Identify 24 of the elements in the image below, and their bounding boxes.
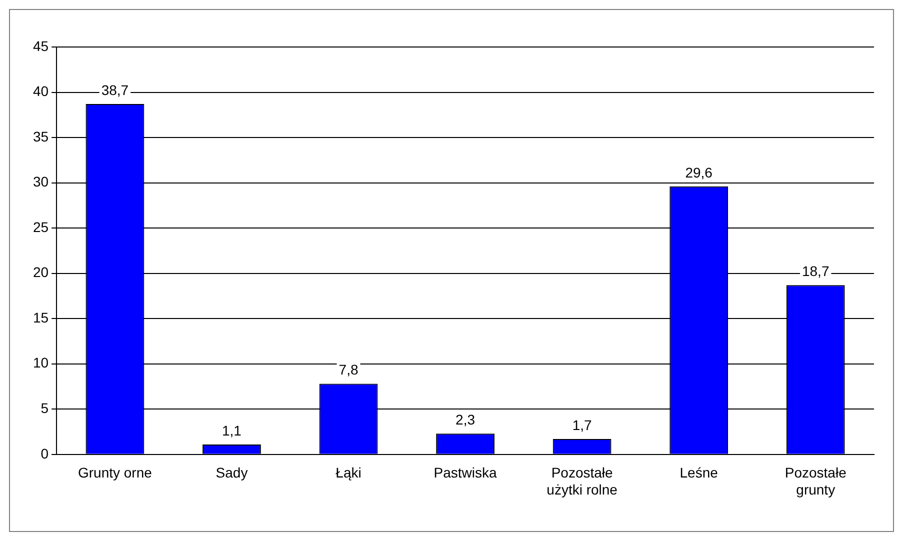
data-label: 29,6 [685, 164, 713, 180]
x-tick-label: Sady [216, 464, 248, 481]
y-tick-label: 15 [32, 309, 49, 326]
data-label: 7,8 [338, 362, 358, 378]
x-tick-label: Leśne [680, 464, 718, 481]
y-tick-label: 20 [32, 264, 49, 280]
y-tick-label: 45 [32, 38, 49, 54]
data-label: 1,1 [222, 422, 242, 438]
x-tick-label: Pozostałe grunty [784, 464, 847, 498]
y-tick-label: 25 [32, 218, 49, 235]
x-tick-label: Grunty orne [78, 464, 152, 481]
x-tick-label: Łąki [336, 464, 362, 481]
y-tick-label: 35 [32, 128, 49, 144]
y-tick-label: 0 [40, 445, 49, 462]
y-tick-label: 40 [32, 83, 49, 100]
y-tick-label: 30 [32, 174, 49, 190]
y-tick-label: 10 [32, 354, 49, 371]
data-label: 38,7 [101, 82, 129, 98]
x-tick-label: Pastwiska [434, 464, 498, 481]
data-label: 2,3 [456, 411, 476, 428]
x-tick-label: Pozostałe użytki rolne [546, 464, 618, 498]
data-label: 1,7 [572, 416, 592, 433]
y-tick-label: 5 [40, 400, 49, 416]
data-label: 18,7 [802, 262, 830, 279]
